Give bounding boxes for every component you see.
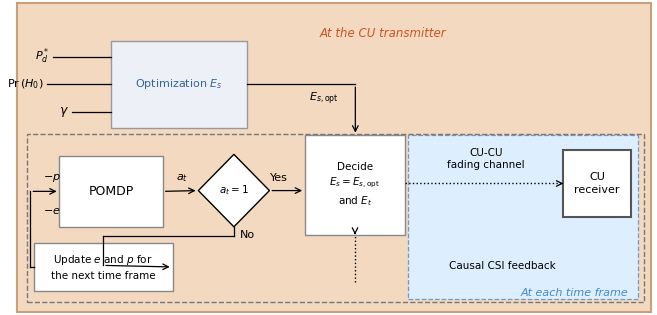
Text: $-e$: $-e$ [43, 206, 61, 216]
FancyBboxPatch shape [18, 3, 650, 312]
Text: At each time frame: At each time frame [520, 288, 628, 298]
Text: $\gamma$: $\gamma$ [59, 105, 69, 119]
FancyBboxPatch shape [563, 150, 631, 217]
FancyBboxPatch shape [305, 135, 405, 235]
FancyBboxPatch shape [111, 41, 247, 128]
Text: POMDP: POMDP [89, 185, 134, 198]
Text: Decide
$E_s = E_{s,\mathrm{opt}}$
and $E_t$: Decide $E_s = E_{s,\mathrm{opt}}$ and $E… [329, 162, 380, 208]
Text: No: No [240, 230, 256, 240]
Text: $-p$: $-p$ [43, 172, 61, 184]
Text: Causal CSI feedback: Causal CSI feedback [449, 261, 555, 271]
Text: CU-CU
fading channel: CU-CU fading channel [447, 148, 525, 170]
FancyBboxPatch shape [408, 135, 638, 299]
Polygon shape [198, 154, 269, 227]
FancyBboxPatch shape [34, 243, 173, 291]
FancyBboxPatch shape [60, 156, 163, 227]
Text: $E_{s,\mathrm{opt}}$: $E_{s,\mathrm{opt}}$ [309, 91, 339, 107]
Text: $P_d^*$: $P_d^*$ [35, 47, 50, 66]
Text: $a_t = 1$: $a_t = 1$ [219, 184, 249, 198]
Text: Optimization $E_s$: Optimization $E_s$ [135, 77, 223, 91]
Text: Yes: Yes [270, 173, 288, 183]
Text: At the CU transmitter: At the CU transmitter [319, 26, 445, 40]
Text: Update $e$ and $p$ for
the next time frame: Update $e$ and $p$ for the next time fra… [51, 253, 156, 281]
Text: CU
receiver: CU receiver [574, 172, 620, 195]
Text: $a_t$: $a_t$ [176, 172, 189, 184]
Text: $\mathrm{Pr}\,(H_0)$: $\mathrm{Pr}\,(H_0)$ [7, 77, 43, 91]
